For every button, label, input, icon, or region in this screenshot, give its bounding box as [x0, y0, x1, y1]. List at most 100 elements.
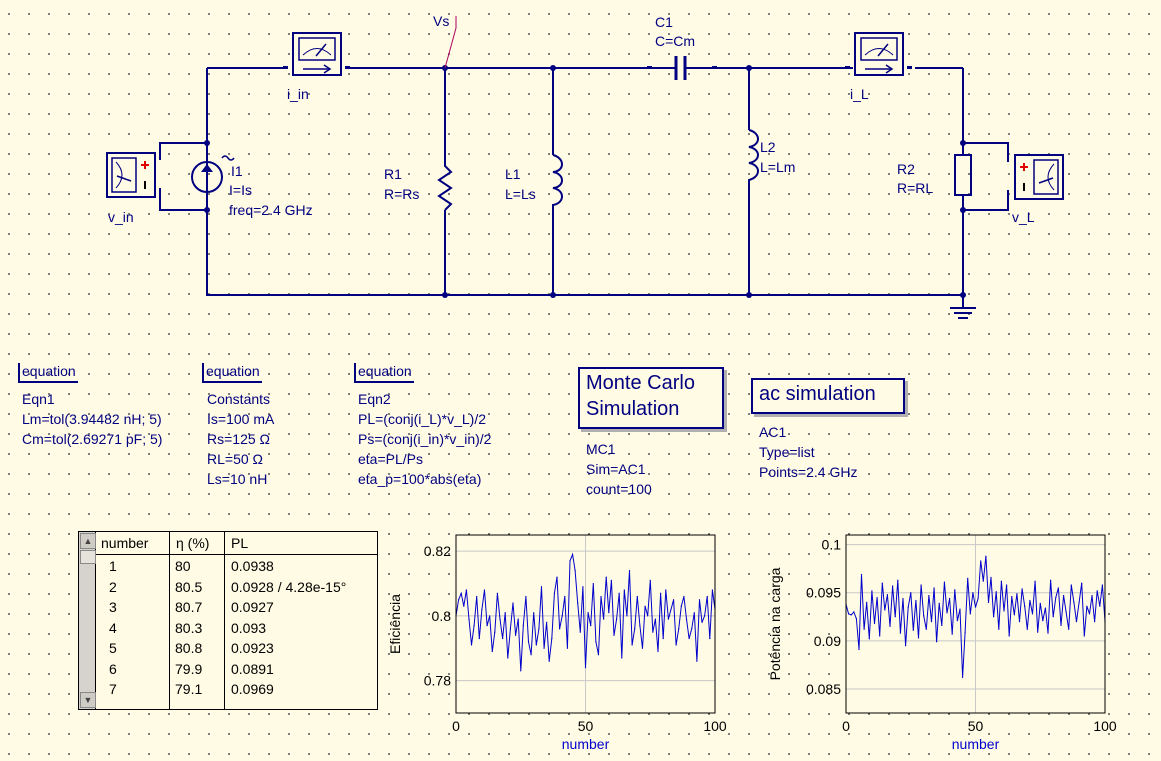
table-header-eta[interactable]: η (%) — [176, 535, 210, 551]
r1-name: R1 — [384, 166, 402, 182]
resistor-r2-icon[interactable] — [954, 154, 972, 196]
wires — [159, 67, 1009, 308]
scroll-thumb[interactable] — [80, 550, 96, 564]
x-tick-label: 50 — [968, 718, 984, 734]
equation-header-eqn1[interactable]: equation — [18, 363, 78, 383]
voltmeter-v-in-icon[interactable] — [106, 152, 156, 198]
data-point — [514, 634, 517, 636]
data-point — [938, 602, 940, 604]
data-point — [1000, 580, 1002, 582]
equation-block-constants[interactable]: Constants Is=100 mA Rs=125 Ω RL=50 Ω Ls=… — [207, 389, 274, 489]
data-point — [691, 628, 693, 630]
equation-line: eta=PL/Ps — [358, 451, 423, 467]
data-point — [902, 597, 904, 600]
data-point — [678, 628, 680, 630]
data-point — [1057, 587, 1059, 589]
data-point — [626, 615, 628, 617]
data-point — [974, 606, 977, 608]
data-point — [621, 657, 623, 659]
table-row-number: 6 — [109, 660, 117, 677]
data-point — [936, 641, 938, 643]
equation-line: Lm=tol(3.94482 nH; 5) — [22, 411, 162, 427]
data-point — [956, 620, 958, 622]
table-scrollbar[interactable]: ▲ ▼ — [79, 532, 96, 709]
sim-param: Sim=AC1 — [586, 461, 646, 477]
equation-header-eqn2[interactable]: equation — [354, 363, 414, 383]
table-header-pl[interactable]: PL — [231, 535, 249, 551]
data-point — [665, 589, 667, 591]
data-point — [1047, 632, 1049, 634]
current-source-i1-icon[interactable] — [191, 155, 235, 193]
data-point — [494, 631, 496, 633]
data-point — [1065, 611, 1067, 613]
scroll-down-icon[interactable]: ▼ — [80, 692, 96, 708]
chart-efficiency[interactable]: 0 50 100 0.78 0.8 0.82 number Eficiência — [380, 525, 730, 755]
data-point — [652, 631, 654, 633]
data-point — [1024, 605, 1026, 607]
data-point — [897, 579, 899, 581]
inductor-l1-icon[interactable] — [552, 154, 563, 210]
data-point — [1070, 584, 1072, 586]
data-point — [879, 635, 881, 637]
data-point — [610, 579, 612, 581]
data-point — [941, 624, 943, 627]
data-point — [491, 650, 493, 653]
chart-load-power[interactable]: 0 50 100 0.085 0.09 0.095 0.1 number Potência na… — [760, 525, 1140, 755]
table-row-pl: 0.0923 — [231, 640, 274, 656]
x-tick-label: 50 — [578, 718, 594, 734]
junction-dots — [204, 65, 966, 298]
capacitor-c1-icon[interactable] — [647, 56, 717, 80]
equation-header-constants[interactable]: equation — [202, 363, 262, 383]
ac-sim-box[interactable]: ac simulation — [751, 378, 905, 414]
data-point — [1042, 620, 1044, 622]
results-table[interactable]: ▲ ▼ number η (%) PL 1 80 0.0938 2 80.5 0.0928… — [78, 531, 378, 710]
data-point — [1073, 601, 1075, 603]
x-tick-label: 0 — [842, 718, 850, 734]
ammeter-i-in-icon[interactable] — [283, 32, 350, 76]
data-point — [1099, 605, 1101, 607]
data-point — [574, 570, 576, 572]
equation-line: RL=50 Ω — [207, 451, 263, 467]
data-point — [985, 555, 987, 557]
data-point — [530, 654, 532, 656]
data-point — [1081, 582, 1083, 584]
data-point — [1068, 628, 1070, 630]
node-label-vs[interactable]: Vs — [433, 13, 449, 29]
data-point — [533, 612, 535, 614]
data-point — [512, 602, 514, 604]
data-point — [967, 577, 969, 579]
data-point — [517, 618, 519, 620]
data-point — [928, 595, 930, 597]
resistor-r1-icon[interactable] — [437, 160, 453, 211]
ammeter-i-l-icon[interactable] — [845, 32, 912, 76]
sim-param: Points=2.4 GHz — [759, 464, 858, 480]
data-point — [706, 595, 708, 598]
data-point — [917, 637, 920, 639]
equation-name: Eqn1 — [22, 391, 55, 407]
data-point — [566, 647, 568, 649]
scroll-up-icon[interactable]: ▲ — [80, 533, 96, 549]
c1-name: C1 — [655, 14, 673, 30]
data-point — [907, 606, 909, 608]
data-point — [993, 616, 995, 618]
data-point — [1050, 579, 1052, 581]
probe-v-l-label: v_L — [1012, 209, 1035, 225]
node-label-leader — [444, 27, 457, 69]
table-header-number[interactable]: number — [101, 535, 149, 551]
data-point — [535, 644, 537, 646]
data-point — [881, 582, 883, 584]
c1-value: C=Cm — [655, 33, 695, 49]
equation-block-eqn1[interactable]: Eqn1 Lm=tol(3.94482 nH; 5) Cm=tol(2.6927… — [22, 389, 162, 449]
monte-carlo-sim-box[interactable]: Monte Carlo Simulation — [578, 367, 724, 429]
equation-block-eqn2[interactable]: Eqn2 PL=(conj(i_L)*v_L)/2 Ps=(conj(i_in)… — [358, 389, 491, 489]
data-point — [1088, 613, 1091, 615]
y-tick-label: 0.095 — [806, 585, 841, 601]
data-point — [613, 634, 615, 636]
probe-i-l-label: i_L — [850, 86, 869, 102]
voltmeter-v-l-icon[interactable] — [1014, 154, 1064, 200]
data-point — [478, 637, 480, 640]
data-point — [910, 592, 912, 594]
inductor-l2-icon[interactable] — [748, 129, 759, 185]
i1-freq: freq=2.4 GHz — [229, 202, 313, 218]
